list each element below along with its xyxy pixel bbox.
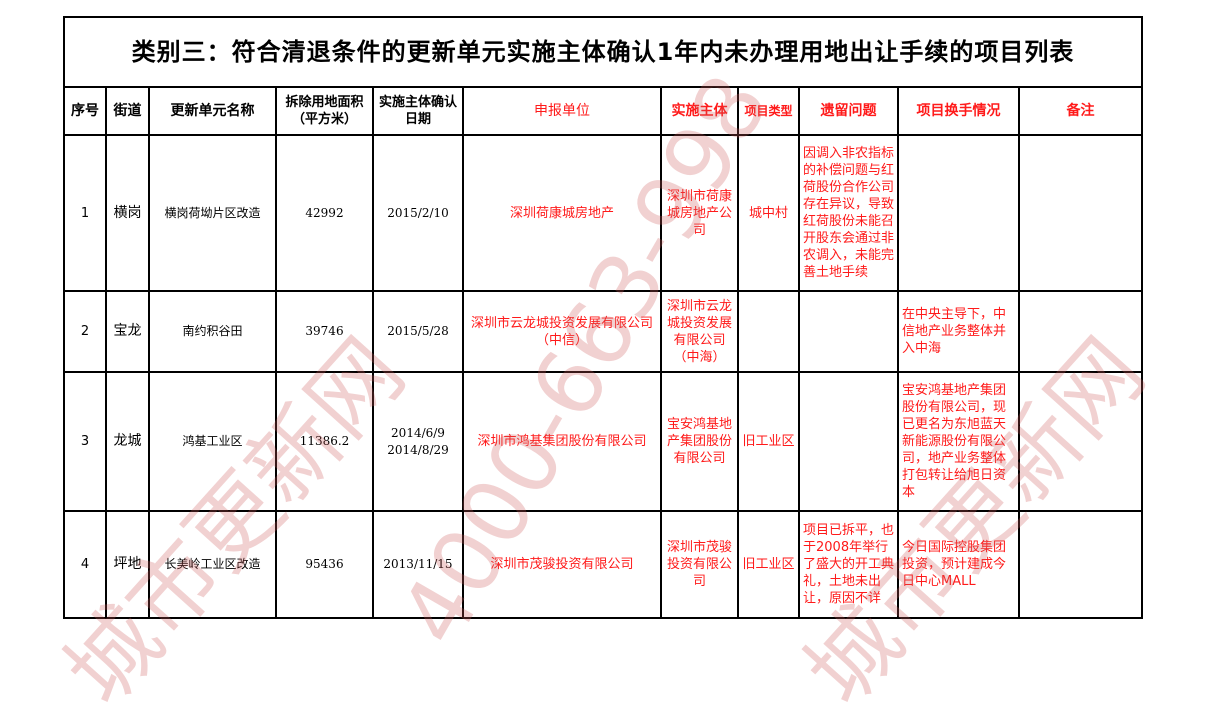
project-table: 类别三：符合清退条件的更新单元实施主体确认1年内未办理用地出让手续的项目列表 序… [63, 16, 1143, 619]
cell-issue: 项目已拆平，也于2008年举行了盛大的开工典礼，土地未出让，原因不详 [798, 510, 899, 619]
cell-handover [897, 134, 1020, 292]
cell-remark [1018, 371, 1143, 512]
header-handover: 项目换手情况 [897, 86, 1020, 136]
cell-date: 2013/11/15 [372, 510, 464, 619]
cell-street: 宝龙 [105, 290, 150, 373]
header-issue: 遗留问题 [798, 86, 899, 136]
header-no: 序号 [63, 86, 107, 136]
cell-street: 龙城 [105, 371, 150, 512]
cell-applicant: 深圳市鸿基集团股份有限公司 [462, 371, 662, 512]
header-remark: 备注 [1018, 86, 1143, 136]
cell-name: 长美岭工业区改造 [148, 510, 277, 619]
header-row: 序号 街道 更新单元名称 拆除用地面积（平方米） 实施主体确认日期 申报单位 实… [63, 86, 1143, 136]
cell-area: 95436 [275, 510, 374, 619]
table-row: 2 宝龙 南约积谷田 39746 2015/5/28 深圳市云龙城投资发展有限公… [63, 290, 1143, 373]
cell-name: 横岗荷坳片区改造 [148, 134, 277, 292]
table-row: 3 龙城 鸿基工业区 11386.2 2014/6/9 2014/8/29 深圳… [63, 371, 1143, 512]
header-street: 街道 [105, 86, 150, 136]
cell-name: 鸿基工业区 [148, 371, 277, 512]
cell-entity: 深圳市荷康城房地产公司 [660, 134, 739, 292]
table-row: 1 横岗 横岗荷坳片区改造 42992 2015/2/10 深圳荷康城房地产 深… [63, 134, 1143, 292]
header-type: 项目类型 [737, 86, 800, 136]
cell-no: 1 [63, 134, 107, 292]
table-title: 类别三：符合清退条件的更新单元实施主体确认1年内未办理用地出让手续的项目列表 [63, 16, 1143, 88]
table-row: 4 坪地 长美岭工业区改造 95436 2013/11/15 深圳市茂骏投资有限… [63, 510, 1143, 619]
header-date: 实施主体确认日期 [372, 86, 464, 136]
cell-remark [1018, 510, 1143, 619]
cell-handover: 宝安鸿基地产集团股份有限公司，现已更名为东旭蓝天新能源股份有限公司，地产业务整体… [897, 371, 1020, 512]
cell-no: 3 [63, 371, 107, 512]
cell-street: 横岗 [105, 134, 150, 292]
cell-type: 旧工业区 [737, 371, 800, 512]
header-applicant: 申报单位 [462, 86, 662, 136]
cell-date: 2014/6/9 2014/8/29 [372, 371, 464, 512]
cell-area: 11386.2 [275, 371, 374, 512]
cell-handover: 在中央主导下，中信地产业务整体并入中海 [897, 290, 1020, 373]
cell-issue [798, 371, 899, 512]
cell-applicant: 深圳市云龙城投资发展有限公司（中信） [462, 290, 662, 373]
cell-remark [1018, 134, 1143, 292]
cell-issue: 因调入非农指标的补偿问题与红荷股份合作公司存在异议，导致红荷股份未能召开股东会通… [798, 134, 899, 292]
cell-entity: 深圳市茂骏投资有限公司 [660, 510, 739, 619]
cell-no: 2 [63, 290, 107, 373]
cell-type: 旧工业区 [737, 510, 800, 619]
cell-entity: 宝安鸿基地产集团股份有限公司 [660, 371, 739, 512]
cell-issue [798, 290, 899, 373]
header-entity: 实施主体 [660, 86, 739, 136]
cell-applicant: 深圳荷康城房地产 [462, 134, 662, 292]
cell-type [737, 290, 800, 373]
cell-date: 2015/2/10 [372, 134, 464, 292]
cell-no: 4 [63, 510, 107, 619]
cell-handover: 今日国际控股集团投资，预计建成今日中心MALL [897, 510, 1020, 619]
header-name: 更新单元名称 [148, 86, 277, 136]
cell-remark [1018, 290, 1143, 373]
cell-name: 南约积谷田 [148, 290, 277, 373]
header-area: 拆除用地面积（平方米） [275, 86, 374, 136]
cell-applicant: 深圳市茂骏投资有限公司 [462, 510, 662, 619]
cell-street: 坪地 [105, 510, 150, 619]
cell-area: 39746 [275, 290, 374, 373]
cell-type: 城中村 [737, 134, 800, 292]
cell-date: 2015/5/28 [372, 290, 464, 373]
cell-area: 42992 [275, 134, 374, 292]
cell-entity: 深圳市云龙城投资发展有限公司（中海） [660, 290, 739, 373]
